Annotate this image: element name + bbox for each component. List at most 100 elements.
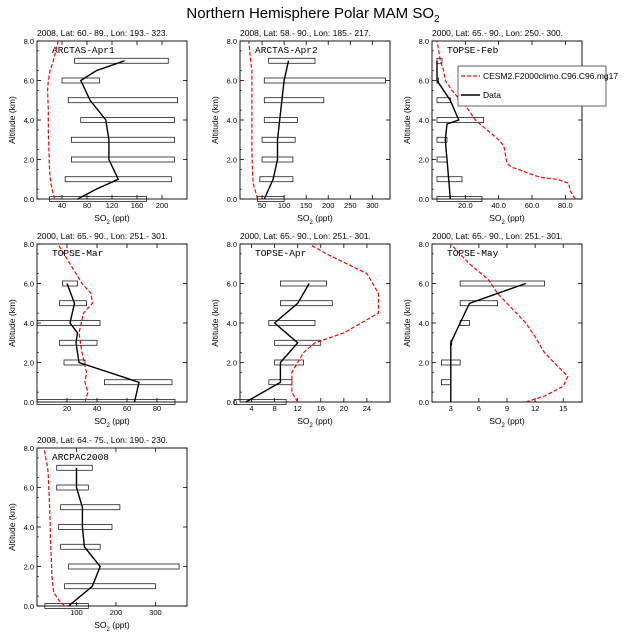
site-label: TOPSE-May (447, 248, 499, 259)
y-axis-label: Altitude (km) (7, 96, 17, 144)
x-tick-label: 100 (70, 608, 83, 617)
y-tick-label: 2.0 (419, 358, 429, 367)
y-axis-label: Altitude (km) (7, 299, 17, 347)
figure-title: Northern Hemisphere Polar MAM SO2 (186, 5, 440, 25)
x-tick-label: 20 (340, 404, 348, 413)
y-axis-label: Altitude (km) (210, 299, 220, 347)
data-range-box (263, 97, 325, 104)
panel-header: 2000, Lat: 65.- 90., Lon: 251.- 301. (240, 231, 371, 241)
y-tick-label: 2.0 (227, 155, 237, 164)
data-profile-line (68, 467, 102, 607)
y-tick-label: 0.0 (227, 195, 237, 204)
data-range-box (60, 543, 101, 550)
plot-frame (239, 40, 391, 200)
x-tick-label: 12 (294, 404, 302, 413)
x-tick-label: 3 (449, 404, 453, 413)
data-range-box (56, 464, 93, 471)
data-range-box (58, 524, 113, 530)
y-tick-label: 8.0 (227, 37, 237, 46)
data-range-box (67, 97, 178, 104)
data-range-box (36, 399, 176, 405)
x-tick-label: 15 (559, 404, 567, 413)
panel-header: 2000, Lat: 65.- 90., Lon: 251.- 301. (432, 231, 563, 241)
x-tick-label: 40 (58, 201, 66, 210)
data-range-box (71, 136, 175, 143)
x-axis-label-main: SO (489, 213, 502, 223)
x-axis-label-main: SO (94, 416, 107, 426)
x-axis-label-unit: (ppt) (505, 416, 525, 426)
data-range-box (274, 359, 304, 366)
site-label: TOPSE-Feb (447, 45, 499, 56)
x-tick-label: 24 (363, 404, 371, 413)
data-range-box (36, 320, 101, 326)
x-tick-label: 80.0 (558, 201, 573, 210)
y-tick-label: 6.0 (24, 76, 34, 85)
x-axis-label-unit: (ppt) (110, 416, 130, 426)
y-tick-label: 6.0 (419, 76, 429, 85)
x-tick-label: 16 (317, 404, 325, 413)
model-profile-line (46, 40, 59, 200)
data-range-box (68, 563, 180, 570)
x-tick-label: 20.0 (458, 201, 473, 210)
x-axis-label-unit: (ppt) (313, 416, 333, 426)
y-tick-label: 8.0 (24, 444, 34, 453)
x-tick-label: 9 (505, 404, 509, 413)
panel-header: 2008, Lat: 58.- 90., Lon: 185.- 217. (240, 28, 371, 38)
y-tick-label: 2.0 (227, 358, 237, 367)
x-axis-label-unit: (ppt) (110, 620, 130, 630)
panel-topse-feb: 2000, Lat: 65.- 90., Lon: 250.- 300. 0.0 2… (402, 28, 618, 226)
data-range-box (268, 320, 316, 326)
x-tick-label: 80 (83, 201, 91, 210)
data-range-box (459, 280, 545, 287)
data-profile-line (245, 283, 310, 403)
y-axis-label: Altitude (km) (402, 96, 412, 144)
data-range-box (257, 196, 285, 202)
x-tick-label: 60.0 (525, 201, 540, 210)
x-tick-label: 4 (249, 404, 253, 413)
x-axis-label-unit: (ppt) (313, 213, 333, 223)
x-axis-label-subscript: 2 (107, 423, 111, 429)
y-tick-label: 8.0 (24, 37, 34, 46)
data-range-box (280, 280, 327, 287)
model-profile-line (436, 40, 576, 200)
x-tick-label: 20 (63, 404, 71, 413)
x-axis-label-subscript: 2 (107, 627, 111, 633)
panel-header: 2008, Lat: 60.- 89., Lon: 193.- 323. (37, 28, 168, 38)
data-range-box (63, 359, 86, 366)
x-tick-label: 100 (278, 201, 291, 210)
data-range-box (60, 504, 121, 511)
x-axis-label-main: SO (94, 213, 107, 223)
y-tick-label: 6.0 (419, 279, 429, 288)
x-tick-label: 60 (123, 404, 131, 413)
panel-topse-mar: 2000, Lat: 65.- 90., Lon: 251.- 301. 0.0 2… (7, 231, 188, 429)
y-tick-label: 4.0 (24, 319, 34, 328)
x-axis-label-main: SO (297, 213, 310, 223)
x-axis-label-subscript: 2 (502, 423, 506, 429)
site-label: ARCTAS-Apr2 (255, 45, 318, 56)
y-tick-label: 2.0 (419, 155, 429, 164)
model-profile-line (248, 40, 259, 200)
panel-arcpac2008: 2008, Lat: 64.- 75., Lon: 190.- 230. 0.0 2… (7, 435, 188, 633)
legend-data-label: Data (483, 90, 501, 100)
y-tick-label: 0.0 (24, 602, 34, 611)
data-range-box (80, 117, 175, 123)
panel-arctas-apr2: 2008, Lat: 58.- 90., Lon: 185.- 217. 0.0 2… (210, 28, 391, 226)
data-profile-line (77, 60, 125, 200)
y-tick-label: 0.0 (419, 398, 429, 407)
x-tick-label: 160 (131, 201, 144, 210)
data-range-box (59, 300, 87, 307)
x-tick-label: 300 (149, 608, 162, 617)
data-profile-line (263, 60, 290, 200)
panel-topse-apr: 2000, Lat: 65.- 90., Lon: 251.- 301. 0.0 2… (210, 231, 391, 429)
data-profile-line (66, 283, 140, 403)
legend-box (457, 65, 607, 107)
x-axis-label-main: SO (297, 416, 310, 426)
x-tick-label: 200 (322, 201, 335, 210)
data-range-box (263, 77, 386, 84)
x-axis-label: SO2 (ppt) (94, 416, 130, 429)
y-tick-label: 6.0 (24, 279, 34, 288)
data-range-box (49, 196, 147, 202)
y-axis-label: Altitude (km) (7, 503, 17, 551)
y-tick-label: 0.0 (24, 398, 34, 407)
